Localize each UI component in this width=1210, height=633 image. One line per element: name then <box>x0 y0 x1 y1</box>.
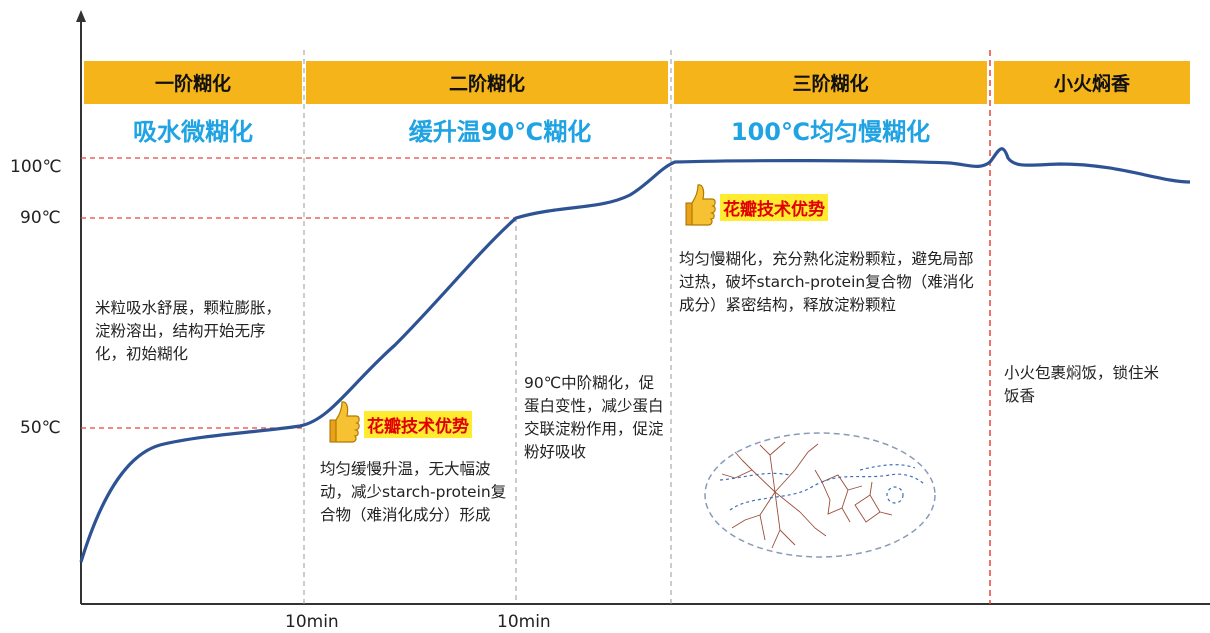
stage-3-header: 三阶糊化 <box>674 61 987 104</box>
stage-2-label: 二阶糊化 <box>449 69 525 96</box>
y-tick-90c: 90℃ <box>20 208 61 228</box>
starch-granule-illustration <box>705 433 935 557</box>
thumbs-up-icon <box>322 398 362 450</box>
note-stage-2b: 90℃中阶糊化，促蛋白变性，减少蛋白交联淀粉作用，促淀粉好吸收 <box>524 372 664 464</box>
stage-1-header: 一阶糊化 <box>84 61 302 104</box>
note-stage-4: 小火包裹焖饭，锁住米饭香 <box>1004 362 1174 408</box>
y-tick-100c: 100℃ <box>10 157 62 177</box>
stage-2-subtitle: 缓升温90℃糊化 <box>320 112 680 147</box>
advantage-badge-2: 花瓣技术优势 <box>678 181 828 233</box>
y-axis-arrow <box>76 10 86 22</box>
advantage-badge-2-label: 花瓣技术优势 <box>720 194 828 221</box>
stage-2-header: 二阶糊化 <box>306 61 668 104</box>
stage-3-label: 三阶糊化 <box>792 69 868 96</box>
stage-1-label: 一阶糊化 <box>155 69 231 96</box>
stage-3-subtitle: 100℃均匀慢糊化 <box>674 112 987 147</box>
note-stage-3: 均匀慢糊化，充分熟化淀粉颗粒，避免局部过热，破坏starch-protein复合… <box>679 248 979 317</box>
stage-4-label: 小火焖香 <box>1054 69 1130 96</box>
y-tick-50c: 50℃ <box>20 418 61 438</box>
note-stage-2a: 均匀缓慢升温，无大幅波动，减少starch-protein复合物（难消化成分）形… <box>320 458 510 527</box>
note-stage-1: 米粒吸水舒展，颗粒膨胀，淀粉溶出，结构开始无序化，初始糊化 <box>95 297 295 366</box>
advantage-badge-1-label: 花瓣技术优势 <box>364 411 472 438</box>
thumbs-up-icon <box>678 181 718 233</box>
x-tick-10min-1: 10min <box>285 612 339 632</box>
stage-1-subtitle: 吸水微糊化 <box>84 112 302 147</box>
stage-4-header: 小火焖香 <box>994 61 1190 104</box>
advantage-badge-1: 花瓣技术优势 <box>322 398 472 450</box>
x-tick-10min-2: 10min <box>497 612 551 632</box>
